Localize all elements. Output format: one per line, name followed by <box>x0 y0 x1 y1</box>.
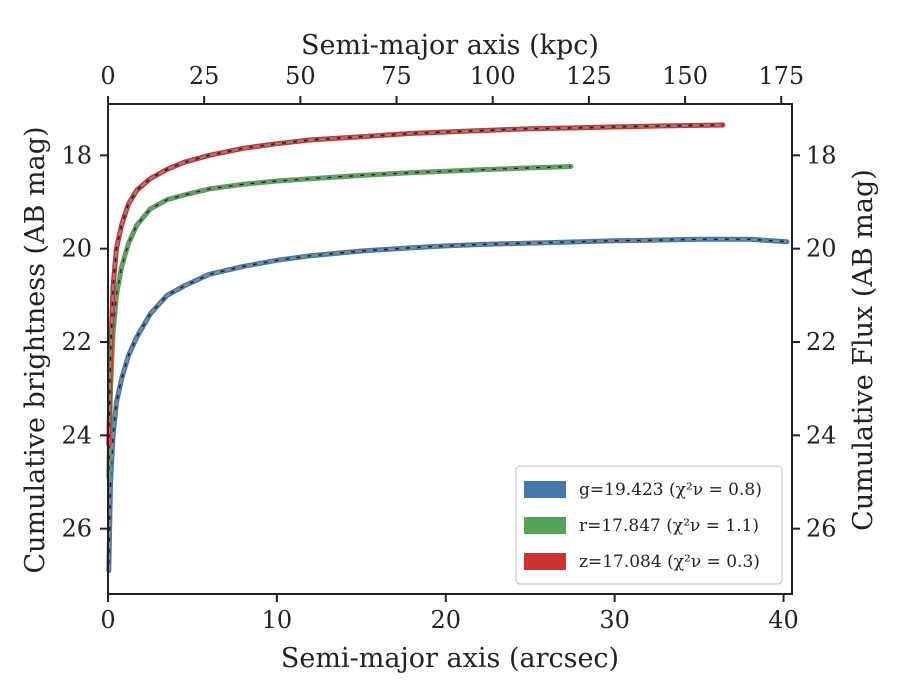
y-tick-label: 22 <box>61 328 92 356</box>
legend-swatch-z <box>524 553 566 570</box>
legend-series-name: z=17.084 <box>579 552 662 572</box>
top-x-axis-title: Semi-major axis (kpc) <box>301 30 599 61</box>
top-x-tick-label: 175 <box>758 62 804 90</box>
legend-series-name: g=19.423 <box>579 480 664 500</box>
left-y-axis: 18 20 22 24 26 <box>61 141 108 543</box>
right-y-axis: 18 20 22 24 26 <box>792 141 837 543</box>
y-tick-label: 24 <box>61 421 92 449</box>
y-axis-title: Cumulative brightness (AB mag) <box>20 126 51 573</box>
right-y-tick-label: 20 <box>806 235 837 263</box>
legend-chi-squared: (χ²ν = 0.3) <box>662 552 760 572</box>
top-x-tick-label: 125 <box>566 62 612 90</box>
x-tick-label: 0 <box>100 606 115 634</box>
top-x-tick-label: 50 <box>285 62 316 90</box>
right-y-tick-label: 22 <box>806 328 837 356</box>
legend-label-g: g=19.423 (χ²ν = 0.8) <box>579 480 762 500</box>
legend-series-name: r=17.847 <box>579 516 661 536</box>
model-dashed-line-z <box>107 124 723 445</box>
y-tick-label: 20 <box>61 235 92 263</box>
model-line-r <box>108 165 571 478</box>
plot-frame <box>107 103 793 595</box>
x-tick-label: 30 <box>599 606 630 634</box>
legend-swatch-r <box>524 517 566 534</box>
x-tick-label: 40 <box>768 606 799 634</box>
legend: g=19.423 (χ²ν = 0.8)r=17.847 (χ²ν = 1.1)… <box>515 465 783 585</box>
top-x-axis: 0 25 50 75 100 125 150 175 <box>100 62 804 104</box>
model-dashed-line-r <box>107 165 571 478</box>
top-x-tick-label: 25 <box>189 62 220 90</box>
top-x-tick-label: 150 <box>662 62 708 90</box>
legend-swatch-g <box>524 481 566 498</box>
top-x-tick-label: 100 <box>470 62 516 90</box>
right-y-tick-label: 26 <box>806 515 837 543</box>
x-tick-label: 10 <box>262 606 293 634</box>
legend-chi-squared: (χ²ν = 1.1) <box>661 516 759 536</box>
legend-label-z: z=17.084 (χ²ν = 0.3) <box>579 552 760 572</box>
right-y-axis-title: Cumulative Flux (AB mag) <box>848 169 879 531</box>
y-tick-label: 18 <box>61 141 92 169</box>
legend-chi-squared: (χ²ν = 0.8) <box>664 480 762 500</box>
top-x-tick-label: 75 <box>381 62 412 90</box>
bottom-x-axis: 0 10 20 30 40 <box>100 594 799 634</box>
y-tick-label: 26 <box>61 515 92 543</box>
top-x-tick-label: 0 <box>100 62 115 90</box>
model-dashed-line-g <box>107 238 787 571</box>
legend-label-r: r=17.847 (χ²ν = 1.1) <box>579 516 759 536</box>
x-axis-title: Semi-major axis (arcsec) <box>281 643 619 674</box>
plot-area <box>106 122 790 574</box>
legend-box <box>515 465 783 585</box>
right-y-tick-label: 24 <box>806 421 837 449</box>
right-y-tick-label: 18 <box>806 141 837 169</box>
series-line-r <box>106 164 574 480</box>
x-tick-label: 20 <box>431 606 462 634</box>
